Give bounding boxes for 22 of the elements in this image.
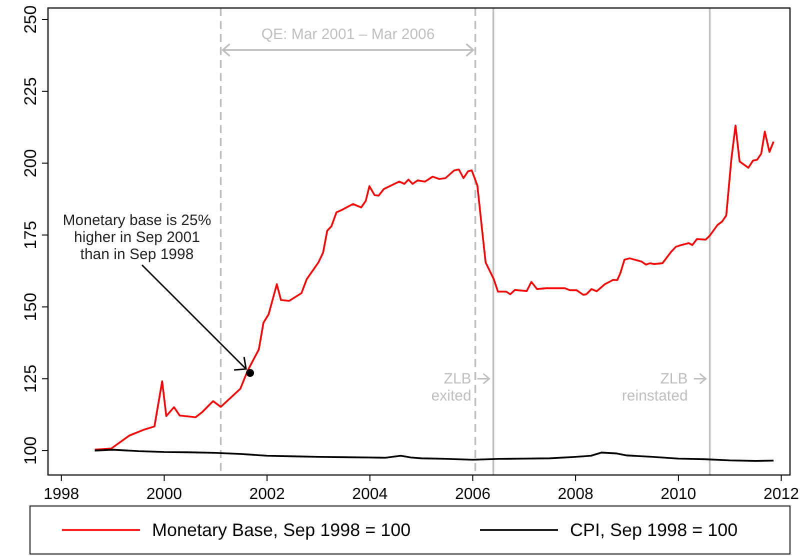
annotation: QE: Mar 2001 – Mar 2006 <box>261 26 435 43</box>
x-tick-label: 2010 <box>660 486 696 503</box>
x-tick-label: 2002 <box>249 486 285 503</box>
y-tick-label: 175 <box>21 220 40 250</box>
x-tick-label: 2006 <box>454 486 491 503</box>
ref-line-label: ZLB reinstated <box>622 370 688 405</box>
y-tick-label: 100 <box>21 436 40 465</box>
legend-label: CPI, Sep 1998 = 100 <box>570 520 738 540</box>
x-tick-label: 1998 <box>44 486 80 503</box>
y-tick-label: 125 <box>21 364 40 393</box>
x-tick-label: 2012 <box>763 486 800 503</box>
annotation: Monetary base is 25% higher in Sep 2001 than in Sep 1998 <box>62 212 212 263</box>
legend-label: Monetary Base, Sep 1998 = 100 <box>152 520 411 540</box>
x-tick-label: 2008 <box>558 486 594 503</box>
x-tick-label: 2000 <box>146 486 182 503</box>
y-tick-label: 250 <box>21 5 40 34</box>
y-tick-label: 150 <box>21 292 40 322</box>
x-tick-label: 2004 <box>352 486 388 503</box>
y-tick-label: 200 <box>21 149 40 178</box>
ref-line-label: ZLB exited <box>431 370 472 405</box>
line-series <box>94 448 774 462</box>
y-tick-label: 225 <box>21 77 40 106</box>
